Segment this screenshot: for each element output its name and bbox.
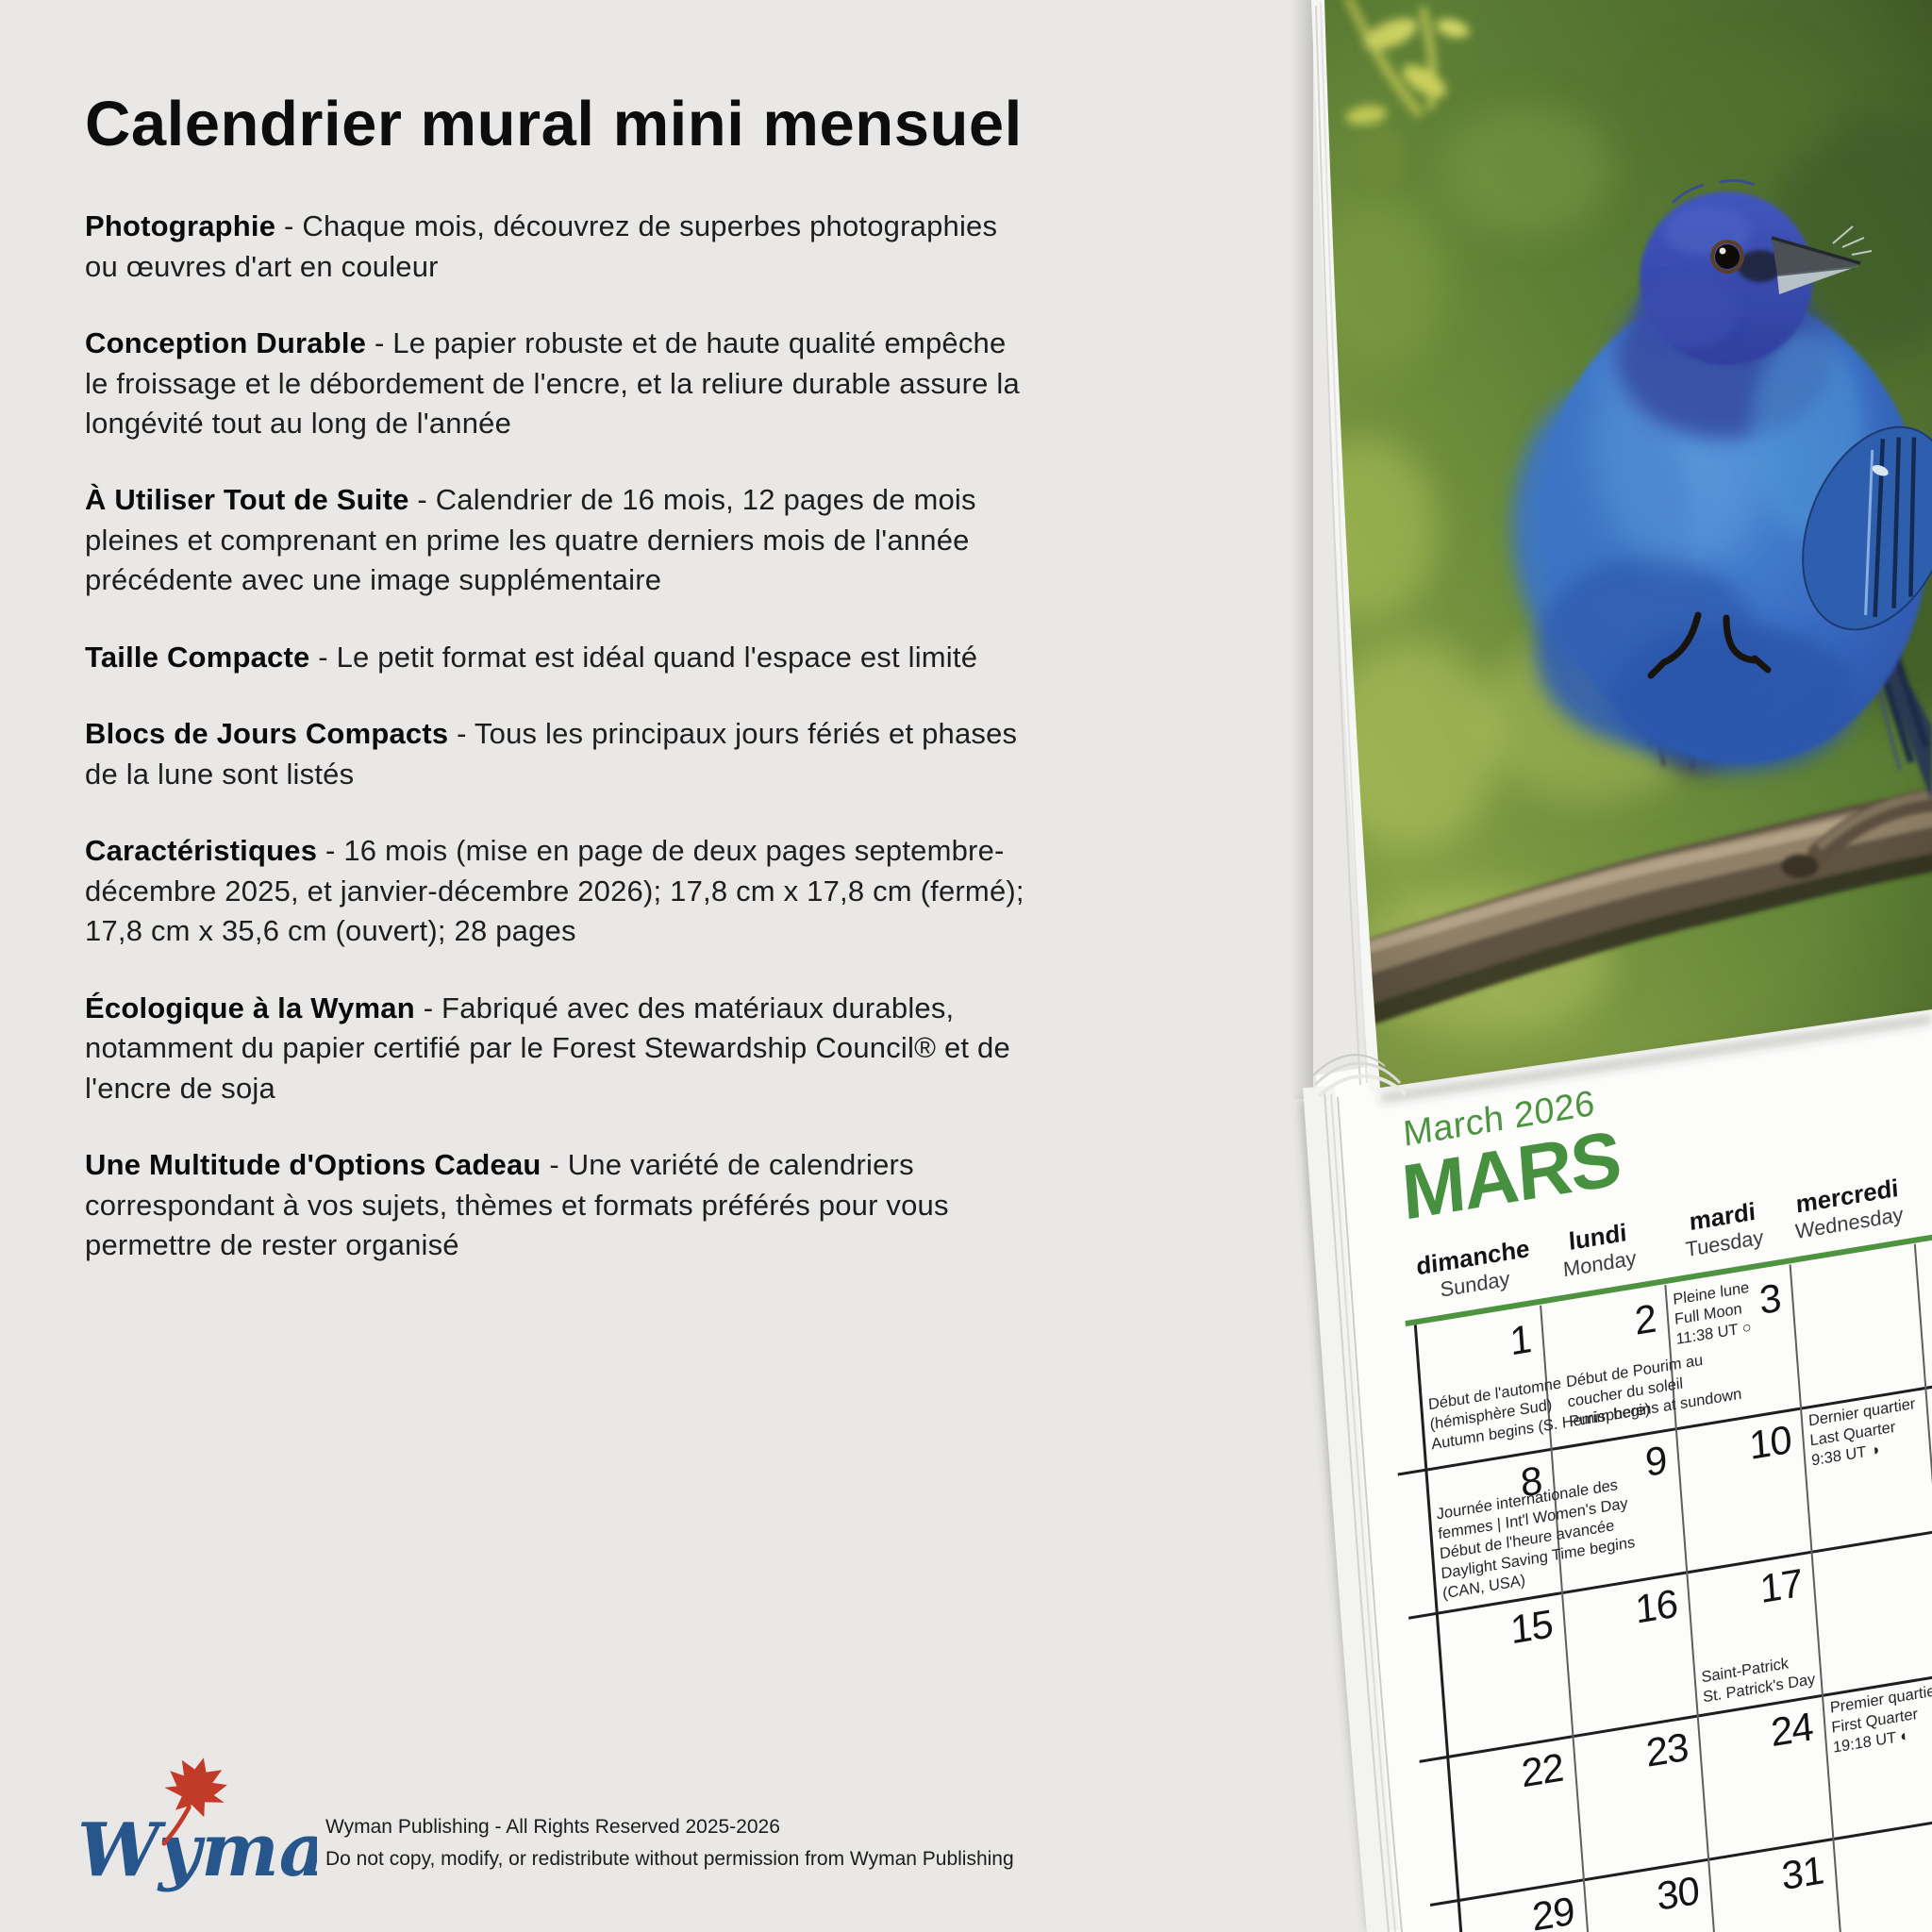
- calendar-photo-page: [1291, 0, 1932, 1932]
- copyright-line1: Wyman Publishing - All Rights Reserved 2…: [325, 1816, 780, 1838]
- calendar-page-stack-edge: [1303, 1085, 1403, 1932]
- page-drop-shadow: [1291, 0, 1313, 1099]
- feature-photographie: Photographie - Chaque mois, découvrez de…: [85, 207, 1028, 287]
- bird-photo: [1324, 0, 1932, 1088]
- copyright-block: Wyman Publishing - All Rights Reserved 2…: [325, 1811, 1014, 1874]
- feature-label: À Utiliser Tout de Suite: [85, 483, 409, 517]
- feature-label: Taille Compacte: [85, 640, 310, 674]
- feature-label: Conception Durable: [85, 326, 367, 360]
- feature-label: Blocs de Jours Compacts: [85, 717, 449, 751]
- feature-label: Caractéristiques: [85, 834, 318, 868]
- feature-label: Une Multitude d'Options Cadeau: [85, 1148, 541, 1182]
- feature-label: Photographie: [85, 209, 276, 243]
- maple-leaf-icon: [161, 1757, 227, 1846]
- left-panel: Calendrier mural mini mensuel Photograph…: [85, 57, 1028, 1302]
- feature-label: Écologique à la Wyman: [85, 991, 415, 1024]
- wyman-logo: Wyman: [81, 1757, 317, 1893]
- copyright-line2: Do not copy, modify, or redistribute wit…: [325, 1847, 1014, 1870]
- feature-desc: - Fabriqué avec des matériaux durables, …: [85, 991, 1010, 1105]
- page-title: Calendrier mural mini mensuel: [85, 89, 1023, 159]
- feature-desc: - Le papier robuste et de haute qualité …: [85, 326, 1020, 440]
- feature-options-cadeau: Une Multitude d'Options Cadeau - Une var…: [85, 1145, 1028, 1265]
- feature-desc: - Tous les principaux jours fériés et ph…: [85, 717, 1018, 791]
- feature-ecologique: Écologique à la Wyman - Fabriqué avec de…: [85, 989, 1028, 1108]
- feature-desc: - Une variété de calendriers corresponda…: [85, 1148, 949, 1261]
- feature-caracteristiques: Caractéristiques - 16 mois (mise en page…: [85, 831, 1028, 951]
- feature-utiliser-tout-de-suite: À Utiliser Tout de Suite - Calendrier de…: [85, 480, 1028, 600]
- feature-desc: - Chaque mois, découvrez de superbes pho…: [85, 209, 998, 283]
- feature-desc: - Le petit format est idéal quand l'espa…: [318, 640, 978, 674]
- photo-bottom-shadow: [1380, 1014, 1932, 1103]
- feature-taille-compacte: Taille Compacte - Le petit format est id…: [85, 638, 1028, 677]
- feature-conception-durable: Conception Durable - Le papier robuste e…: [85, 324, 1028, 443]
- feature-desc: - Calendrier de 16 mois, 12 pages de moi…: [85, 483, 976, 597]
- feature-blocs-jours: Blocs de Jours Compacts - Tous les princ…: [85, 714, 1028, 794]
- wyman-logo-text: Wyman: [81, 1807, 317, 1893]
- page-curl-edges: [1312, 1054, 1407, 1098]
- feature-desc: - 16 mois (mise en page de deux pages se…: [85, 834, 1024, 948]
